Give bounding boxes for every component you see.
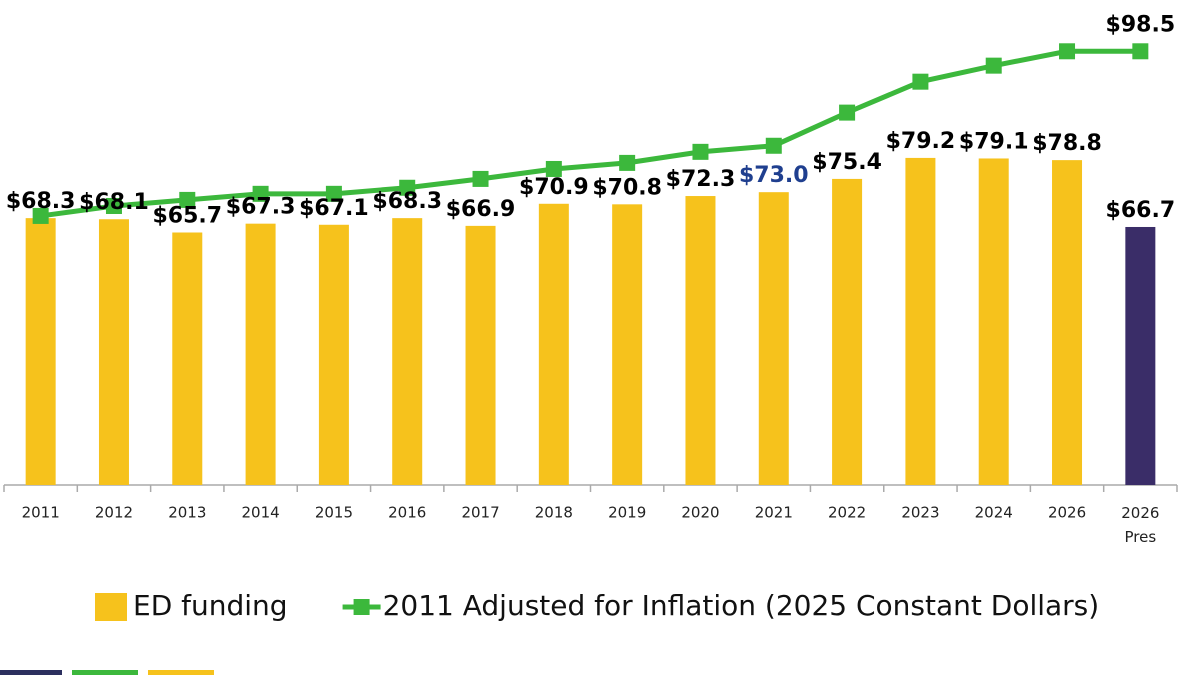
bar	[905, 157, 936, 486]
legend-label: 2011 Adjusted for Inflation (2025 Consta…	[383, 589, 1100, 622]
line-marker	[985, 57, 1002, 74]
bar	[538, 203, 569, 485]
bar	[172, 232, 203, 485]
x-tick-label: 2023	[901, 504, 939, 522]
value-label: $67.1	[299, 196, 369, 221]
x-tick-label: 2012	[95, 504, 133, 522]
value-label: $67.3	[226, 195, 296, 220]
value-label: $79.1	[959, 129, 1029, 154]
value-label: $72.3	[666, 167, 736, 192]
bar	[245, 223, 276, 486]
value-label: $65.7	[152, 204, 222, 229]
legend-swatch	[95, 593, 127, 621]
line-marker	[839, 104, 856, 121]
line-marker	[692, 143, 709, 160]
bar	[612, 204, 643, 485]
bar	[685, 196, 716, 486]
x-tick-label: 2026 Pres	[1121, 504, 1159, 546]
line-marker	[1059, 43, 1076, 60]
bar	[1125, 226, 1156, 486]
decor	[72, 670, 138, 675]
line-marker	[252, 185, 269, 202]
x-tick-label: 2011	[22, 504, 60, 522]
bar	[98, 219, 129, 485]
decor	[0, 670, 62, 675]
line-marker	[765, 137, 782, 154]
line-marker	[619, 154, 636, 171]
line-marker	[105, 197, 122, 214]
x-tick-label: 2026	[1048, 504, 1086, 522]
x-tick-label: 2024	[975, 504, 1013, 522]
value-label: $70.8	[592, 175, 662, 200]
x-tick-line: Pres	[1125, 528, 1157, 546]
bar	[25, 218, 56, 485]
x-tick-label: 2015	[315, 504, 353, 522]
value-label: $68.3	[372, 189, 442, 214]
line-marker	[399, 179, 416, 196]
x-tick-label: 2016	[388, 504, 426, 522]
line-marker	[179, 191, 196, 208]
value-label: $98.5	[1106, 12, 1176, 37]
line-marker	[912, 73, 929, 90]
bar	[832, 178, 863, 486]
bar	[758, 192, 789, 486]
bar	[392, 218, 423, 485]
x-tick-label: 2018	[535, 504, 573, 522]
value-label: $66.7	[1106, 198, 1176, 223]
value-label: $68.3	[6, 189, 76, 214]
x-tick-line: 2026	[1121, 504, 1159, 522]
value-label: $66.9	[446, 197, 516, 222]
line	[40, 48, 1141, 219]
line-marker	[32, 207, 49, 224]
decor	[148, 670, 214, 675]
x-tick-label: 2021	[755, 504, 793, 522]
value-label: $78.8	[1032, 131, 1102, 156]
value-label: $68.1	[79, 190, 149, 215]
x-tick-label: 2020	[681, 504, 719, 522]
bar	[978, 158, 1009, 485]
x-tick-label: 2013	[168, 504, 206, 522]
bar	[465, 225, 496, 485]
value-label: $73.0	[739, 163, 809, 188]
value-label: $79.2	[886, 129, 956, 154]
legend-label: ED funding	[133, 589, 288, 622]
bar	[1052, 160, 1083, 485]
value-label: $75.4	[812, 150, 882, 175]
x-tick-label: 2019	[608, 504, 646, 522]
x-tick-label: 2022	[828, 504, 866, 522]
x-tick-label: 2014	[242, 504, 280, 522]
value-label: $70.9	[519, 175, 589, 200]
bar	[318, 224, 349, 485]
line-marker	[1132, 43, 1149, 60]
line-marker	[545, 160, 562, 177]
line-marker	[472, 170, 489, 187]
line-marker	[325, 185, 342, 202]
x-tick-label: 2017	[461, 504, 499, 522]
legend-swatch	[353, 599, 370, 615]
